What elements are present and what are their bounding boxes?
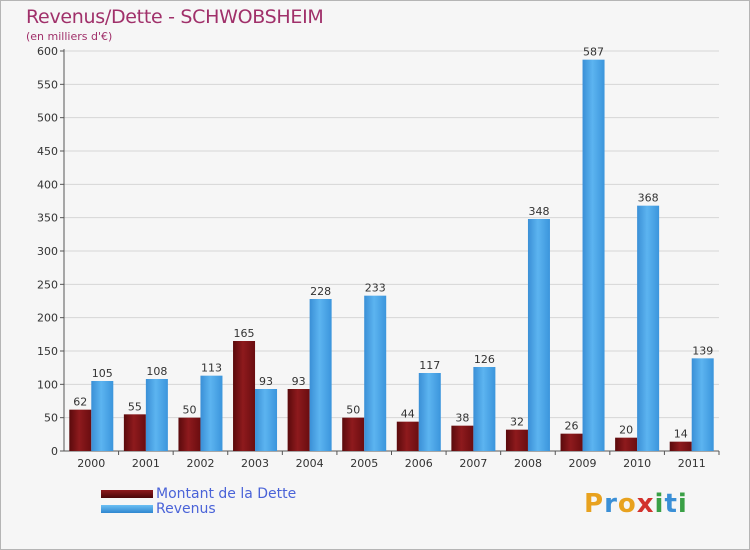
y-tick-label: 100: [37, 378, 58, 391]
revenue-bar: [691, 358, 714, 451]
legend-label-revenue: Revenus: [156, 501, 216, 517]
revenue-value-label: 113: [201, 362, 222, 375]
debt-bar: [178, 417, 201, 451]
y-tick-label: 350: [37, 212, 58, 225]
debt-bar: [123, 414, 146, 451]
debt-value-label: 165: [234, 327, 255, 340]
revenue-bar: [255, 389, 278, 451]
revenue-bar: [200, 375, 223, 451]
y-tick-label: 450: [37, 145, 58, 158]
y-tick-label: 150: [37, 345, 58, 358]
logo-letter: P: [584, 489, 605, 519]
proxiti-logo: Proxiti: [584, 489, 688, 519]
debt-bar: [451, 425, 474, 451]
x-tick-label: 2004: [296, 457, 324, 470]
revenue-value-label: 139: [692, 344, 713, 357]
revenue-bar: [582, 59, 605, 452]
debt-bar: [669, 441, 692, 451]
x-tick-label: 2001: [132, 457, 160, 470]
revenue-bar: [364, 295, 387, 451]
debt-bar: [560, 433, 583, 451]
revenue-value-label: 348: [528, 205, 549, 218]
revenue-value-label: 105: [92, 367, 113, 380]
bars: [69, 59, 714, 452]
x-tick-label: 2007: [459, 457, 487, 470]
chart-title: Revenus/Dette - SCHWOBSHEIM: [26, 6, 324, 28]
x-tick-label: 2008: [514, 457, 542, 470]
logo-letter: x: [636, 489, 655, 519]
revenue-bar: [145, 379, 168, 451]
x-tick-label: 2011: [678, 457, 706, 470]
revenue-bar: [309, 299, 332, 451]
debt-value-label: 20: [619, 424, 633, 437]
debt-value-label: 32: [510, 416, 524, 429]
debt-bar: [233, 341, 256, 451]
revenue-bar: [637, 205, 660, 451]
chart-subtitle: (en milliers d'€): [26, 30, 113, 43]
debt-bar: [615, 437, 638, 451]
y-tick-label: 250: [37, 278, 58, 291]
y-tick-label: 600: [37, 45, 58, 58]
grid-lines: [64, 50, 719, 452]
legend-swatch-revenue: [101, 505, 153, 513]
logo-letter: i: [654, 489, 665, 519]
revenue-bar: [91, 381, 114, 451]
revenue-value-label: 117: [419, 359, 440, 372]
revenue-bar: [527, 219, 550, 451]
debt-value-label: 50: [182, 404, 196, 417]
revenue-bar: [418, 373, 441, 451]
axes: [60, 49, 720, 455]
x-tick-label: 2003: [241, 457, 269, 470]
y-tick-label: 500: [37, 112, 58, 125]
debt-value-label: 44: [401, 408, 415, 421]
debt-value-label: 62: [73, 396, 87, 409]
logo-letter: i: [677, 489, 688, 519]
x-tick-label: 2009: [569, 457, 597, 470]
debt-bar: [342, 417, 365, 451]
debt-value-label: 55: [128, 400, 142, 413]
y-tick-label: 50: [44, 412, 58, 425]
revenue-value-label: 93: [259, 375, 273, 388]
debt-bar: [69, 409, 92, 451]
logo-letter: t: [664, 489, 678, 519]
debt-value-label: 38: [455, 412, 469, 425]
debt-bar: [396, 421, 419, 451]
revenue-value-label: 108: [146, 365, 167, 378]
x-tick-label: 2000: [77, 457, 105, 470]
legend-label-debt: Montant de la Dette: [156, 486, 297, 502]
debt-value-label: 14: [674, 428, 688, 441]
debt-value-label: 93: [292, 375, 306, 388]
y-tick-label: 200: [37, 312, 58, 325]
y-tick-label: 300: [37, 245, 58, 258]
logo-letter: r: [604, 489, 618, 519]
y-tick-label: 0: [51, 445, 58, 458]
x-tick-label: 2005: [350, 457, 378, 470]
revenue-value-label: 587: [583, 46, 604, 59]
revenue-value-label: 368: [638, 192, 659, 205]
revenue-value-label: 228: [310, 285, 331, 298]
debt-bar: [287, 389, 310, 451]
x-tick-label: 2002: [186, 457, 214, 470]
logo-letter: o: [617, 489, 637, 519]
debt-value-label: 26: [565, 420, 579, 433]
x-tick-label: 2010: [623, 457, 651, 470]
revenue-value-label: 126: [474, 353, 495, 366]
legend-swatch-debt: [101, 490, 153, 498]
revenue-value-label: 233: [365, 282, 386, 295]
debt-value-label: 50: [346, 404, 360, 417]
revenue-bar: [473, 367, 496, 451]
y-tick-label: 400: [37, 178, 58, 191]
y-tick-label: 550: [37, 78, 58, 91]
labels: 0501001502002503003504004505005506006210…: [37, 45, 713, 470]
x-tick-label: 2006: [405, 457, 433, 470]
debt-bar: [505, 429, 528, 451]
